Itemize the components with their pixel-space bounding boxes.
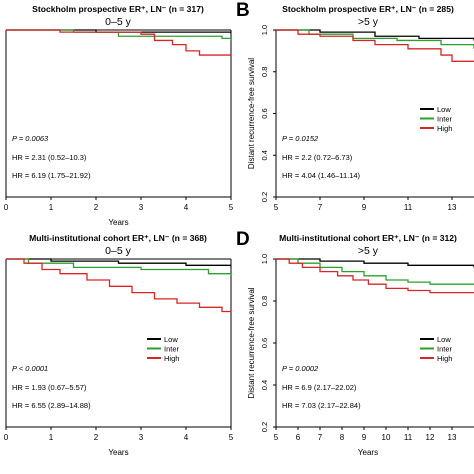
km-curve-low	[276, 29, 474, 41]
km-curve-inter	[6, 29, 231, 41]
x-axis-label: Years	[108, 218, 128, 227]
legend-label: High	[164, 354, 179, 363]
hazard-ratio-annotation: HR = 2.2 (0.72–6.73)	[282, 153, 353, 162]
chart-title: Stockholm prospective ER⁺, LN⁻ (n = 317)	[32, 4, 204, 14]
x-axis-label: Years	[358, 448, 378, 457]
x-tick-label: 6	[296, 433, 301, 442]
legend-label: Low	[437, 105, 451, 114]
x-tick-label: 10	[382, 433, 391, 442]
y-tick-label: 0.2	[260, 192, 269, 202]
km-curve-high	[6, 258, 231, 313]
hazard-ratio-annotation: HR = 6.19 (1.75–21.92)	[12, 171, 91, 180]
x-tick-label: 7	[318, 203, 323, 212]
x-tick-label: 1	[49, 203, 54, 212]
x-tick-label: 0	[4, 433, 9, 442]
chart-subtitle: >5 y	[358, 245, 379, 257]
hazard-ratio-annotation: HR = 6.55 (2.89–14.88)	[12, 401, 91, 410]
y-tick-label: 0.4	[260, 150, 269, 160]
x-tick-label: 1	[49, 433, 54, 442]
chart-title: Multi-institutional cohort ER⁺, LN⁻ (n =…	[279, 233, 457, 243]
hazard-ratio-annotation: HR = 7.03 (2.17–22.84)	[282, 401, 361, 410]
x-tick-label: 5	[274, 433, 279, 442]
x-tick-label: 4	[184, 433, 189, 442]
x-tick-label: 12	[426, 433, 435, 442]
y-tick-label: 0.8	[260, 296, 269, 306]
panel-2: B Stockholm prospective ER⁺, LN⁻ (n = 285…	[236, 0, 474, 212]
legend-label: Inter	[437, 115, 453, 124]
chart-subtitle: >5 y	[358, 16, 379, 28]
km-curve-inter	[6, 258, 231, 276]
y-axis-label: Distant recurrence-free survival	[247, 287, 256, 398]
km-curve-high	[6, 29, 231, 56]
hazard-ratio-annotation: HR = 6.9 (2.17–22.02)	[282, 383, 357, 392]
chart-subtitle: 0–5 y	[105, 245, 131, 257]
hazard-ratio-annotation: HR = 4.04 (1.46–11.14)	[282, 171, 361, 180]
x-tick-label: 5	[229, 433, 234, 442]
y-tick-label: 1.0	[260, 254, 269, 264]
chart-title: Stockholm prospective ER⁺, LN⁻ (n = 285)	[282, 4, 454, 14]
legend-label: Low	[437, 335, 451, 344]
km-curve-high	[276, 258, 474, 294]
x-tick-label: 13	[448, 433, 457, 442]
legend-label: Inter	[437, 345, 453, 354]
panel-letter: B	[236, 0, 250, 21]
x-tick-label: 3	[139, 433, 144, 442]
y-tick-label: 0.4	[260, 380, 269, 390]
p-value-annotation: P < 0.0001	[12, 364, 48, 373]
legend-label: High	[437, 124, 452, 133]
km-curve-low	[276, 258, 474, 268]
legend-label: Low	[164, 335, 178, 344]
y-tick-label: 0.8	[260, 67, 269, 77]
y-tick-label: 1.0	[260, 25, 269, 35]
hazard-ratio-annotation: HR = 2.31 (0.52–10.3)	[12, 153, 87, 162]
panel-1: Stockholm prospective ER⁺, LN⁻ (n = 317)…	[4, 4, 234, 227]
x-tick-label: 9	[362, 203, 367, 212]
km-curve-high	[276, 29, 474, 62]
x-tick-label: 7	[318, 433, 323, 442]
p-value-annotation: P = 0.0002	[282, 364, 319, 373]
p-value-annotation: P = 0.0063	[12, 134, 49, 143]
x-tick-label: 2	[94, 433, 99, 442]
x-tick-label: 9	[362, 433, 367, 442]
hazard-ratio-annotation: HR = 1.93 (0.67–5.57)	[12, 383, 87, 392]
x-tick-label: 8	[340, 433, 345, 442]
p-value-annotation: P = 0.0152	[282, 134, 319, 143]
x-tick-label: 4	[184, 203, 189, 212]
chart-title: Multi-institutional cohort ER⁺, LN⁻ (n =…	[29, 233, 207, 243]
x-tick-label: 5	[229, 203, 234, 212]
panel-3: Multi-institutional cohort ER⁺, LN⁻ (n =…	[4, 233, 234, 457]
x-tick-label: 13	[448, 203, 457, 212]
legend-label: Inter	[164, 345, 180, 354]
legend-label: High	[437, 354, 452, 363]
x-axis-label: Years	[108, 448, 128, 457]
y-tick-label: 0.6	[260, 338, 269, 348]
chart-subtitle: 0–5 y	[105, 16, 131, 28]
x-tick-label: 2	[94, 203, 99, 212]
x-tick-label: 11	[404, 203, 413, 212]
y-tick-label: 0.2	[260, 422, 269, 432]
y-tick-label: 0.6	[260, 108, 269, 118]
y-axis-label: Distant recurrence-free survival	[247, 58, 256, 169]
panel-4: D Multi-institutional cohort ER⁺, LN⁻ (n …	[236, 229, 474, 457]
x-tick-label: 11	[404, 433, 413, 442]
panel-letter: D	[236, 229, 250, 250]
x-tick-label: 3	[139, 203, 144, 212]
km-curve-inter	[276, 258, 474, 285]
x-tick-label: 5	[274, 203, 279, 212]
km-curve-inter	[276, 29, 474, 49]
x-tick-label: 0	[4, 203, 9, 212]
km-curve-low	[6, 258, 231, 268]
